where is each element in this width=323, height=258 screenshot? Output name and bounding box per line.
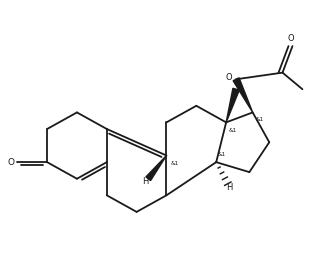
Text: &1: &1 <box>171 161 179 166</box>
Polygon shape <box>146 156 166 181</box>
Text: H: H <box>226 183 233 192</box>
Text: &1: &1 <box>218 152 226 157</box>
Polygon shape <box>233 78 253 112</box>
Text: O: O <box>225 73 232 82</box>
Text: H: H <box>142 177 148 186</box>
Text: O: O <box>8 158 15 167</box>
Polygon shape <box>226 88 239 122</box>
Text: O: O <box>287 34 294 43</box>
Text: &1: &1 <box>229 128 237 133</box>
Text: &1: &1 <box>256 117 264 122</box>
